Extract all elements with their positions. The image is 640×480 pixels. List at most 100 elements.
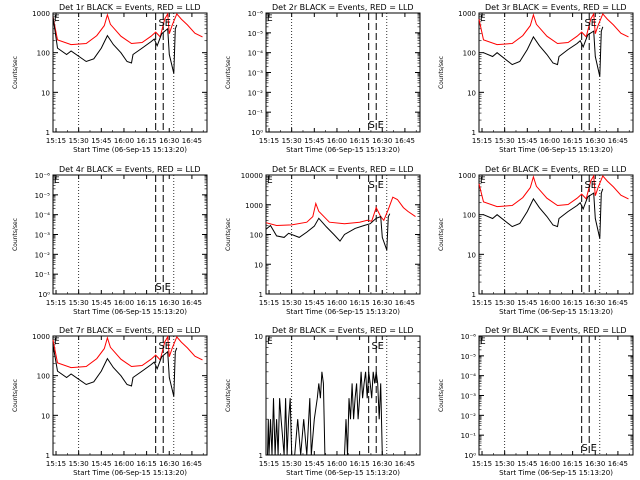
- y-axis-label: Counts/sec: [438, 56, 445, 89]
- e-corner-label: E: [480, 14, 486, 24]
- plot-frame: [52, 174, 208, 295]
- x-tick-label: 16:00: [327, 137, 347, 145]
- x-tick-label: 16:15: [563, 137, 583, 145]
- events-series-line: [52, 344, 178, 397]
- x-tick-label: 15:30: [495, 137, 515, 145]
- x-tick-label: 16:00: [114, 299, 134, 307]
- start-marker: S: [585, 18, 591, 29]
- e-corner-label: E: [54, 337, 60, 347]
- plot-frame: [478, 12, 634, 133]
- y-tick-label: 10⁻²: [35, 251, 51, 259]
- x-tick-label: 16:30: [159, 299, 179, 307]
- y-tick-label: 10⁻⁴: [35, 212, 51, 220]
- y-tick-label: 10000: [241, 172, 263, 180]
- x-tick-label: 15:30: [69, 460, 89, 468]
- y-axis-label: Counts/sec: [225, 379, 232, 412]
- y-tick-label: 1: [259, 452, 263, 460]
- x-tick-label: 15:45: [304, 137, 324, 145]
- events-series-line: [52, 16, 178, 74]
- panel-title: Det 4r BLACK = Events, RED = LLD: [59, 165, 201, 174]
- end-marker: E: [165, 282, 171, 293]
- e-corner-label: E: [267, 176, 273, 186]
- plot-frame: [265, 174, 421, 295]
- panel-title: Det 7r BLACK = Events, RED = LLD: [59, 326, 201, 335]
- plot-frame: [478, 335, 634, 456]
- end-marker: E: [591, 18, 597, 29]
- x-tick-label: 16:30: [585, 460, 605, 468]
- x-tick-label: 16:15: [563, 460, 583, 468]
- end-marker: E: [591, 180, 597, 191]
- panel-title: Det 3r BLACK = Events, RED = LLD: [485, 3, 627, 12]
- x-tick-label: 15:30: [495, 460, 515, 468]
- y-tick-label: 10⁻⁶: [248, 10, 264, 18]
- x-tick-label: 16:00: [540, 460, 560, 468]
- panel-det-7: Det 7r BLACK = Events, RED = LLD 1000 100 1…: [12, 326, 208, 477]
- y-tick-label: 10: [467, 89, 476, 97]
- x-tick-label: 15:15: [472, 460, 492, 468]
- plot-frame: [478, 174, 634, 295]
- y-tick-label: 10: [254, 333, 263, 341]
- x-tick-label: 15:30: [282, 460, 302, 468]
- panel-det-8: Det 8r BLACK = Events, RED = LLD 10 1 Count…: [225, 326, 421, 477]
- start-marker: S: [582, 443, 588, 454]
- end-marker: E: [378, 120, 384, 131]
- y-tick-label: 100: [463, 212, 476, 220]
- y-tick-label: 10⁻⁴: [248, 50, 264, 58]
- x-tick-label: 15:30: [69, 137, 89, 145]
- x-tick-label: 15:45: [304, 299, 324, 307]
- x-tick-label: 16:30: [159, 137, 179, 145]
- end-marker: E: [591, 443, 597, 454]
- panel-det-4: Det 4r BLACK = Events, RED = LLD 10⁻⁶ 10⁻⁵…: [12, 165, 208, 316]
- y-tick-label: 10: [254, 261, 263, 269]
- y-tick-label: 10⁻⁶: [35, 172, 51, 180]
- y-tick-label: 1: [259, 291, 263, 299]
- x-tick-label: 15:15: [46, 137, 66, 145]
- x-tick-label: 15:15: [46, 460, 66, 468]
- lld-series-line: [478, 12, 629, 46]
- y-tick-label: 1000: [458, 10, 476, 18]
- x-tick-label: 16:15: [350, 460, 370, 468]
- y-tick-label: 1000: [32, 333, 50, 341]
- y-tick-label: 1: [472, 291, 476, 299]
- y-tick-label: 10⁰: [464, 452, 476, 460]
- x-tick-label: 15:45: [91, 460, 111, 468]
- y-tick-label: 100: [250, 232, 263, 240]
- start-marker: S: [369, 180, 375, 191]
- y-tick-label: 10⁰: [251, 129, 263, 137]
- e-corner-label: E: [267, 14, 273, 24]
- x-tick-label: 15:30: [495, 299, 515, 307]
- x-tick-label: 16:30: [372, 299, 392, 307]
- plot-frame: [265, 335, 421, 456]
- x-axis-label: Start Time (06-Sep-15 15:13:20): [286, 469, 400, 477]
- x-axis-label: Start Time (06-Sep-15 15:13:20): [73, 146, 187, 154]
- y-tick-label: 1: [472, 129, 476, 137]
- x-tick-label: 15:45: [304, 460, 324, 468]
- panel-det-9: Det 9r BLACK = Events, RED = LLD 10⁻⁶ 10⁻⁵…: [438, 326, 634, 477]
- x-tick-label: 16:45: [182, 460, 202, 468]
- panel-det-6: Det 6r BLACK = Events, RED = LLD 1000 100 1…: [438, 165, 634, 316]
- lld-series-line: [52, 335, 203, 369]
- y-tick-label: 1000: [32, 10, 50, 18]
- plot-frame: [52, 12, 208, 133]
- y-tick-label: 10⁻⁴: [461, 373, 477, 381]
- e-corner-label: E: [54, 14, 60, 24]
- x-tick-label: 15:30: [69, 299, 89, 307]
- start-marker: S: [372, 341, 378, 352]
- x-tick-label: 16:45: [608, 137, 628, 145]
- x-tick-label: 15:45: [517, 299, 537, 307]
- e-corner-label: E: [480, 337, 486, 347]
- x-tick-label: 16:45: [182, 137, 202, 145]
- x-tick-label: 16:15: [137, 299, 157, 307]
- x-tick-label: 16:15: [563, 299, 583, 307]
- x-tick-label: 16:00: [114, 460, 134, 468]
- y-axis-label: Counts/sec: [225, 56, 232, 89]
- panel-det-1: Det 1r BLACK = Events, RED = LLD 1000 100 1…: [12, 3, 208, 154]
- panel-title: Det 8r BLACK = Events, RED = LLD: [272, 326, 414, 335]
- x-axis-label: Start Time (06-Sep-15 15:13:20): [499, 146, 613, 154]
- x-tick-label: 16:45: [395, 299, 415, 307]
- e-corner-label: E: [267, 337, 273, 347]
- y-tick-label: 10⁻⁵: [35, 192, 51, 200]
- x-axis-label: Start Time (06-Sep-15 15:13:20): [286, 146, 400, 154]
- y-tick-label: 10⁻¹: [35, 271, 51, 279]
- y-axis-label: Counts/sec: [12, 56, 19, 89]
